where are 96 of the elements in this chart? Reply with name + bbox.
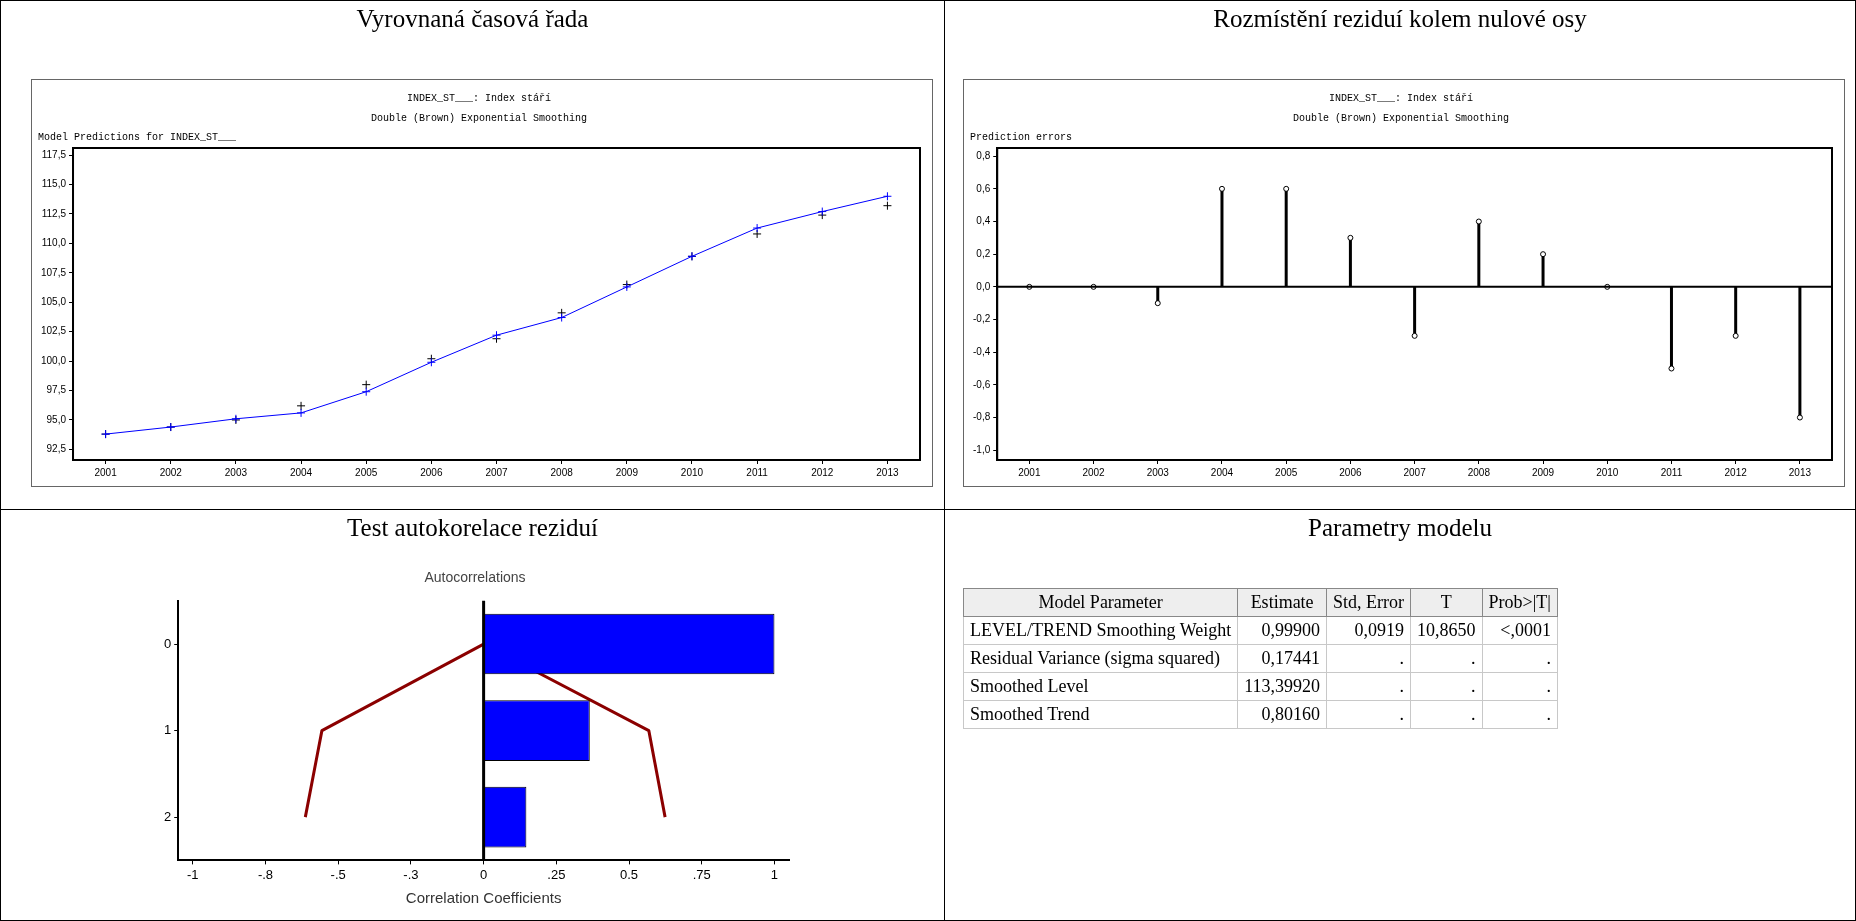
category-label: Model Parameter xyxy=(963,588,1238,617)
x-tick-label: -.3 xyxy=(403,866,419,882)
text: . xyxy=(1471,676,1476,696)
y-tick-label: 0,4 xyxy=(976,215,991,227)
y-tick-label: 117,5 xyxy=(41,148,67,160)
y-tick-label: 110,0 xyxy=(41,237,67,249)
y-tick-label: 1 xyxy=(164,722,172,738)
x-tick-label: 2013 xyxy=(1788,466,1812,478)
x-tick-label: 0.5 xyxy=(620,866,639,882)
x-tick-label: 2010 xyxy=(680,466,704,478)
y-tick-label: 95,0 xyxy=(46,413,67,425)
x-tick-label: .75 xyxy=(692,866,711,882)
y-tick-label: -0,6 xyxy=(973,378,991,390)
text: 10,8650 xyxy=(1417,620,1476,640)
text: 0,17441 xyxy=(1261,648,1321,668)
chart-title: Vyrovnaná časová řada xyxy=(355,5,590,33)
x-tick-label: 2011 xyxy=(746,466,769,478)
x-tick-label: 1 xyxy=(770,866,779,882)
y-tick-label: 2 xyxy=(164,808,172,824)
y-tick-label: 0,8 xyxy=(976,149,991,161)
chart-subtitle: INDEX_ST___: Index stáří xyxy=(1328,92,1474,104)
category-label: Estimate xyxy=(1237,588,1327,617)
y-tick-label: 92,5 xyxy=(46,443,67,455)
category-label: Residual Variance (sigma squared) xyxy=(970,648,1221,668)
y-tick-label: 115,0 xyxy=(41,178,67,190)
chart-title: Rozmístění reziduí kolem nulové osy xyxy=(1212,5,1588,33)
x-tick-label: -.5 xyxy=(330,866,346,882)
text: Double (Brown) Exponential Smoothing xyxy=(1292,112,1510,124)
chart-subtitle: INDEX_ST___: Index stáří xyxy=(406,92,552,104)
y-tick-label: 107,5 xyxy=(40,266,67,278)
x-tick-label: 2005 xyxy=(1275,466,1298,478)
x-tick-label: 2006 xyxy=(420,466,443,478)
category-label: Smoothed Level xyxy=(970,676,1089,696)
x-tick-label: 2001 xyxy=(1018,466,1041,478)
category-label: LEVEL/TREND Smoothing Weight xyxy=(970,620,1232,640)
text: . xyxy=(1399,704,1405,724)
y-tick-label: 0 xyxy=(164,635,172,651)
text: . xyxy=(1471,704,1476,724)
x-tick-label: 2008 xyxy=(1467,466,1491,478)
y-tick-label: 0,0 xyxy=(976,280,991,292)
y-tick-label: 97,5 xyxy=(46,384,67,396)
y-tick-label: -1,0 xyxy=(973,443,991,455)
x-tick-label: 0 xyxy=(480,866,488,882)
x-tick-label: 2007 xyxy=(485,466,509,478)
x-tick-label: -.8 xyxy=(257,866,274,882)
x-tick-label: 2007 xyxy=(1403,466,1427,478)
category-label: Prob>|T| xyxy=(1482,588,1558,617)
y-tick-label: -0,4 xyxy=(973,345,991,357)
x-tick-label: 2003 xyxy=(1146,466,1170,478)
text: 0,99900 xyxy=(1261,620,1321,640)
x-tick-label: 2008 xyxy=(550,466,574,478)
text: . xyxy=(1546,648,1551,668)
text: . xyxy=(1399,648,1405,668)
y-tick-label: 105,0 xyxy=(40,295,67,307)
text: 0,0919 xyxy=(1354,620,1405,640)
y-tick-label: -0,8 xyxy=(973,411,991,423)
x-tick-label: 2004 xyxy=(1210,466,1234,478)
text: Parametry modelu xyxy=(1307,514,1493,542)
x-tick-label: 2010 xyxy=(1596,466,1619,478)
x-tick-label: 2006 xyxy=(1339,466,1362,478)
x-tick-label: 2011 xyxy=(1660,466,1683,478)
text: . xyxy=(1471,648,1476,668)
text: 113,39920 xyxy=(1244,676,1321,696)
x-tick-label: 2004 xyxy=(289,466,313,478)
y-tick-label: 112,5 xyxy=(41,207,67,219)
y-axis-title: Model Predictions for INDEX_ST___ xyxy=(38,131,238,143)
x-tick-label: 2012 xyxy=(1724,466,1748,478)
x-tick-label: 2002 xyxy=(1082,466,1106,478)
y-tick-label: 0,2 xyxy=(976,247,991,259)
text: . xyxy=(1546,676,1551,696)
y-tick-label: -0,2 xyxy=(973,313,991,325)
x-tick-label: 2013 xyxy=(876,466,899,478)
x-tick-label: 2009 xyxy=(1531,466,1555,478)
text: . xyxy=(1399,676,1405,696)
text: . xyxy=(1546,704,1551,724)
category-label: T xyxy=(1410,588,1483,617)
x-tick-label: 2012 xyxy=(811,466,834,478)
y-tick-label: 100,0 xyxy=(40,354,67,366)
category-label: Smoothed Trend xyxy=(970,704,1090,724)
text: 0,80160 xyxy=(1261,704,1321,724)
x-axis-title: Correlation Coefficients xyxy=(405,889,562,907)
x-tick-label: -1 xyxy=(186,866,199,882)
chart-title: Test autokorelace reziduí xyxy=(346,514,599,542)
y-tick-label: 0,6 xyxy=(976,182,991,194)
x-tick-label: 2009 xyxy=(615,466,639,478)
x-tick-label: 2002 xyxy=(159,466,183,478)
y-axis-title: Prediction errors xyxy=(970,131,1073,143)
category-label: Std, Error xyxy=(1326,588,1411,617)
y-tick-label: 102,5 xyxy=(40,325,67,337)
x-tick-label: 2001 xyxy=(94,466,118,478)
chart-subtitle: Autocorrelations xyxy=(424,569,526,586)
text: <,0001 xyxy=(1500,620,1551,640)
x-tick-label: 2005 xyxy=(355,466,378,478)
x-tick-label: 2003 xyxy=(224,466,248,478)
x-tick-label: .25 xyxy=(547,866,566,882)
text: Double (Brown) Exponential Smoothing xyxy=(370,112,588,124)
